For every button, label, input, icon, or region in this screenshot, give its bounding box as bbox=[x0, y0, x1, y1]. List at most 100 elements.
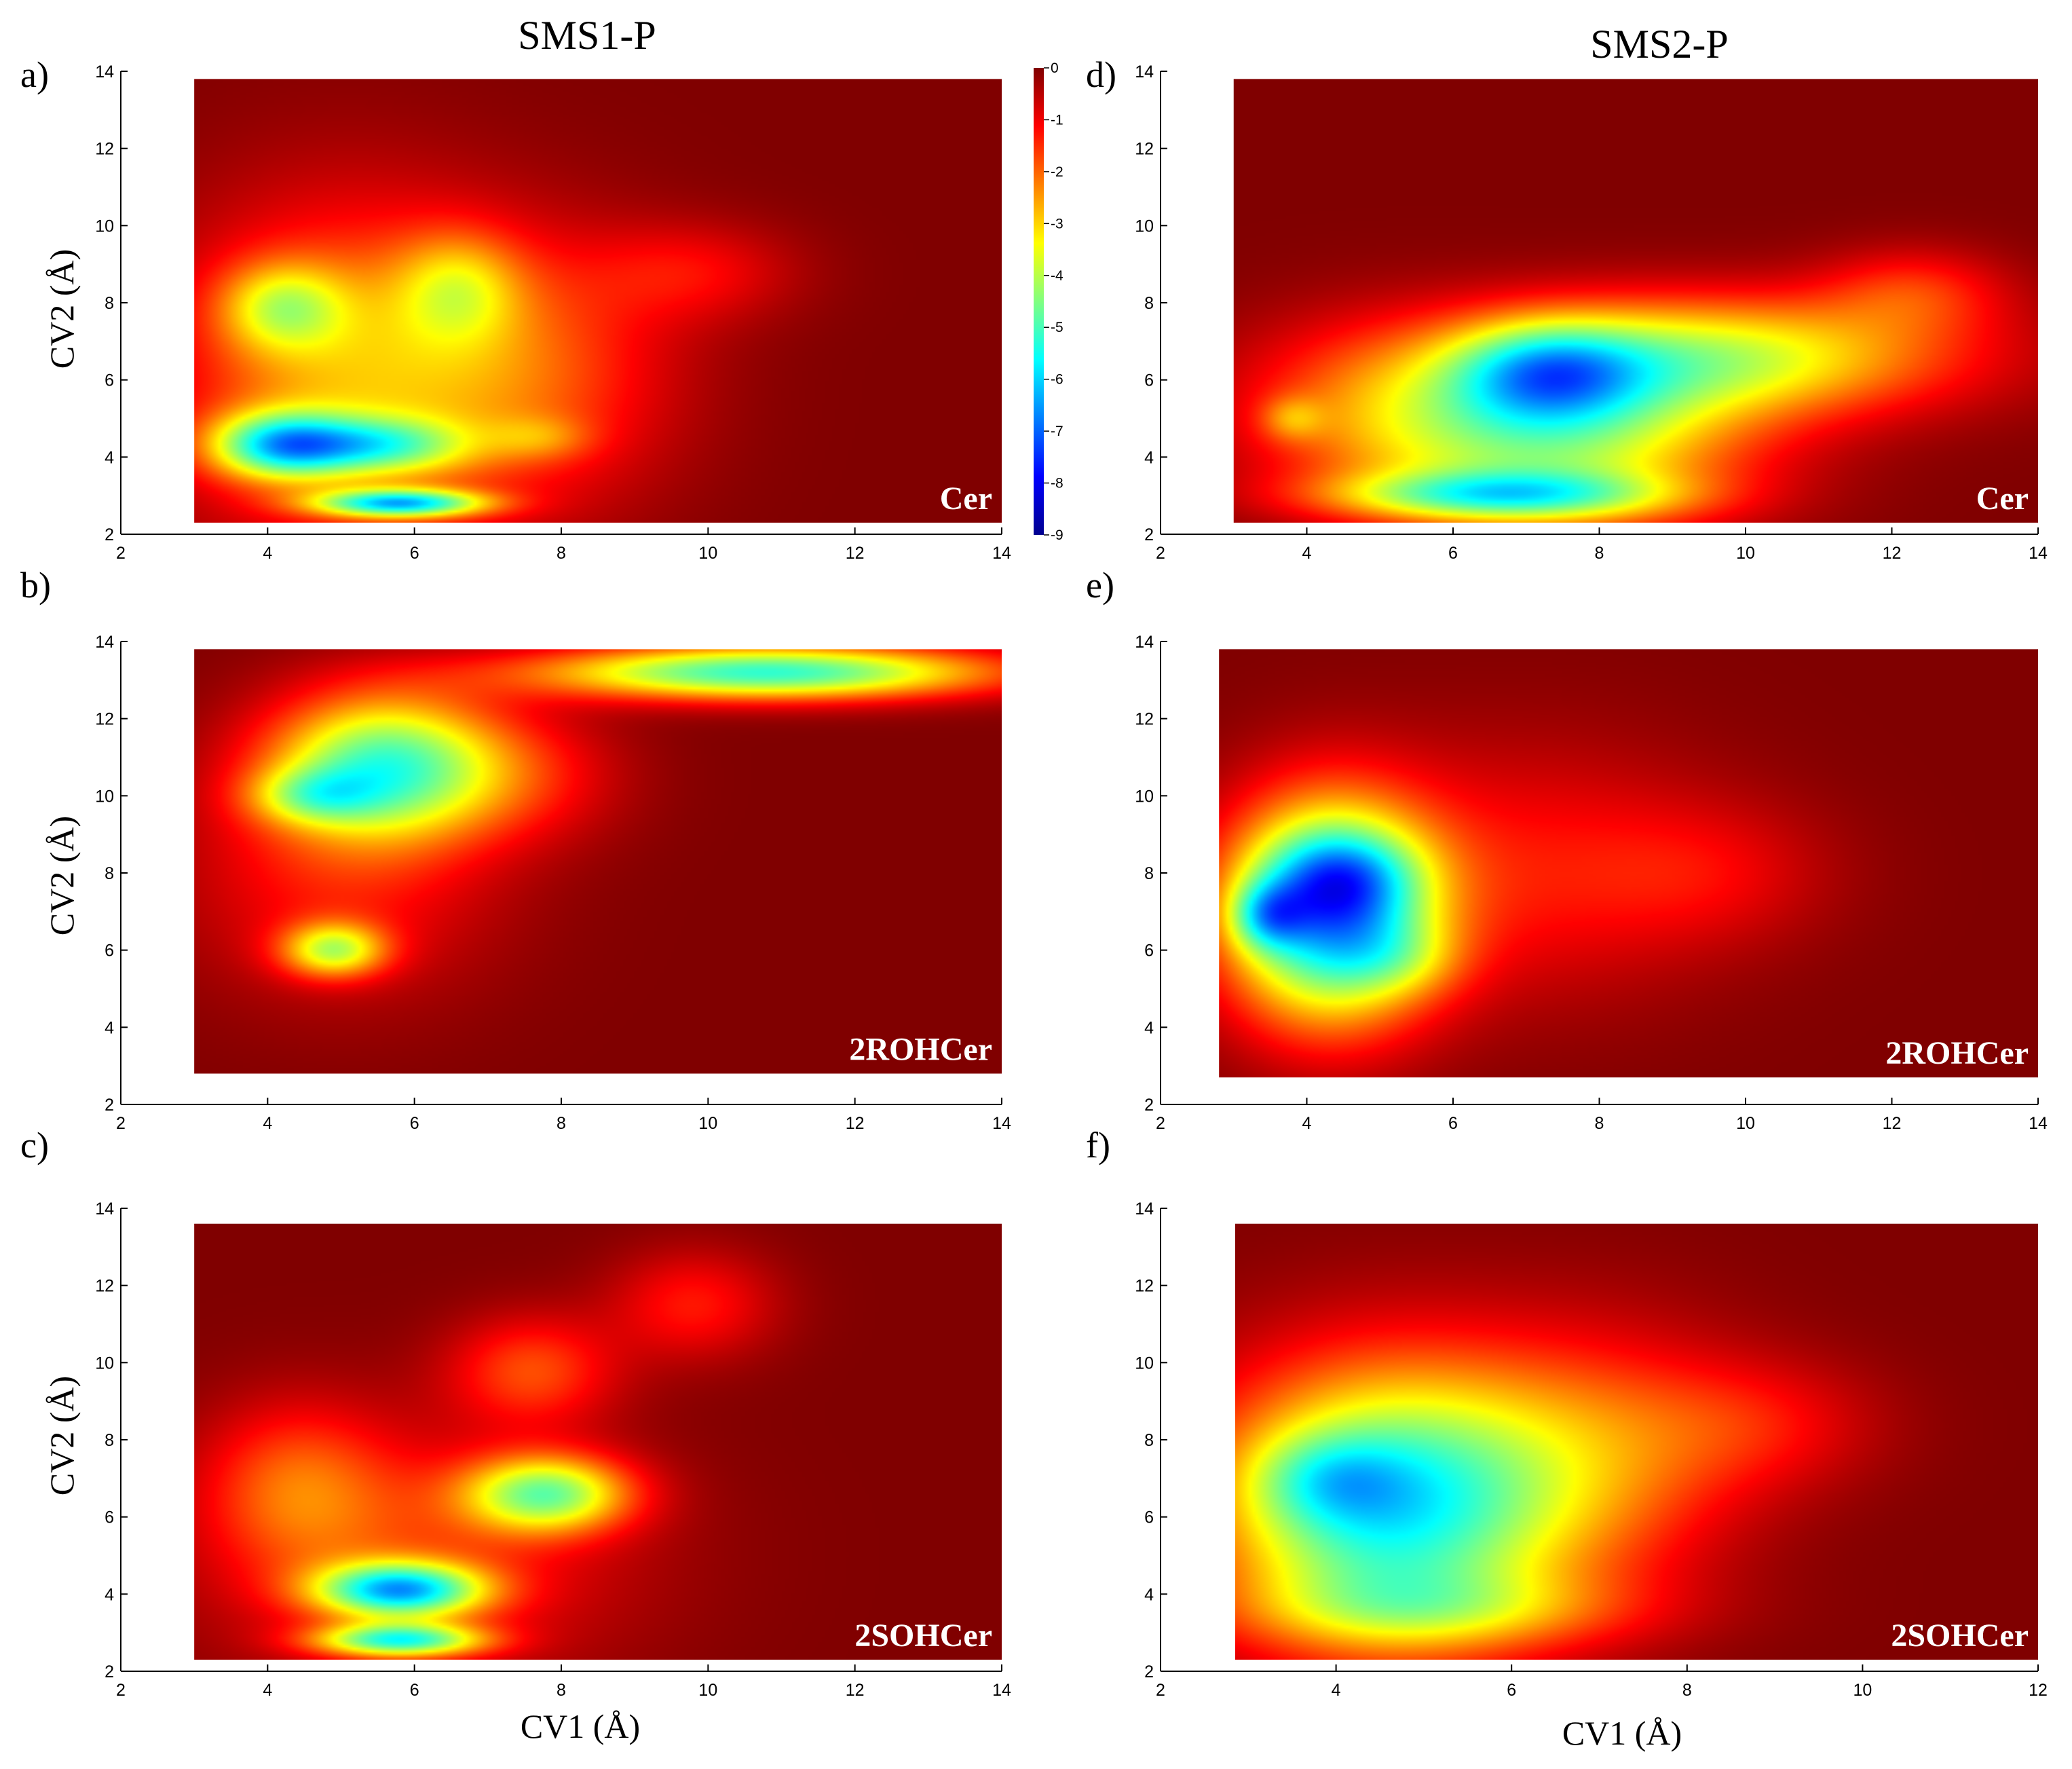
y-tick-label: 14 bbox=[95, 62, 114, 81]
y-tick-label: 14 bbox=[1135, 1199, 1154, 1218]
y-tick-label: 10 bbox=[1135, 1354, 1154, 1373]
heatmap-image bbox=[194, 79, 1002, 523]
x-tick-label: 2 bbox=[1156, 1114, 1165, 1133]
x-tick-label: 10 bbox=[698, 1681, 717, 1700]
colorbar-gradient bbox=[1034, 68, 1044, 535]
x-tick-label: 4 bbox=[1302, 1114, 1312, 1133]
y-tick-label: 6 bbox=[1144, 942, 1154, 961]
y-tick-label: 6 bbox=[1144, 1508, 1154, 1527]
x-tick-label: 6 bbox=[1448, 544, 1458, 563]
molecule-label: 2SOHCer bbox=[1891, 1618, 2029, 1654]
x-tick-label: 14 bbox=[992, 1114, 1011, 1133]
y-tick-label: 4 bbox=[105, 448, 114, 467]
x-tick-label: 10 bbox=[698, 1114, 717, 1133]
colorbar-tick-label: -2 bbox=[1051, 164, 1063, 180]
colorbar: 0 -1 -2 -3 -4 -5 -6 -7 -8 -9 bbox=[1034, 60, 1063, 543]
panel-letter: e) bbox=[1086, 565, 1114, 606]
colorbar-tick-label: -1 bbox=[1051, 112, 1063, 128]
heatmap-image bbox=[194, 1223, 1002, 1660]
molecule-label: 2SOHCer bbox=[854, 1618, 992, 1654]
panel-letter: d) bbox=[1086, 54, 1116, 95]
y-tick-label: 6 bbox=[105, 1508, 114, 1527]
panel-letter: c) bbox=[20, 1125, 49, 1166]
x-tick-label: 8 bbox=[557, 1681, 566, 1700]
x-tick-label: 14 bbox=[992, 544, 1011, 563]
x-tick-label: 14 bbox=[992, 1681, 1011, 1700]
y-tick-label: 4 bbox=[105, 1018, 114, 1037]
panel-e: 2 4 6 8 10 12 14 2 4 6 8 10 12 14 e) 2ROHCer bbox=[1086, 565, 2048, 1133]
y-tick-label: 12 bbox=[95, 710, 114, 729]
colorbar-tick-label: -6 bbox=[1051, 372, 1063, 388]
y-tick-label: 4 bbox=[105, 1585, 114, 1604]
heatmap-panels: 2 4 6 8 10 12 14 2 4 6 8 10 12 14 a) Cer CV2 (Å) 2 4 6 8 10 12… bbox=[20, 54, 2048, 1752]
heatmap-image bbox=[1235, 1223, 2038, 1660]
y-tick-label: 4 bbox=[1144, 1018, 1154, 1037]
y-tick-label: 8 bbox=[1144, 294, 1154, 313]
x-tick-label: 2 bbox=[1156, 544, 1165, 563]
x-tick-label: 10 bbox=[698, 544, 717, 563]
y-tick-label: 6 bbox=[105, 942, 114, 961]
y-tick-label: 12 bbox=[1135, 140, 1154, 159]
y-tick-label: 12 bbox=[95, 140, 114, 159]
panel-c: 2 4 6 8 10 12 14 2 4 6 8 10 12 14 c) 2SOHCer CV2 (Å) CV1 … bbox=[20, 1125, 1011, 1745]
y-tick-label: 2 bbox=[1144, 525, 1154, 544]
x-tick-label: 8 bbox=[557, 1114, 566, 1133]
x-tick-label: 4 bbox=[1332, 1681, 1341, 1700]
molecule-label: Cer bbox=[940, 481, 992, 517]
y-tick-label: 2 bbox=[1144, 1096, 1154, 1115]
y-tick-label: 14 bbox=[1135, 62, 1154, 81]
y-tick-label: 8 bbox=[105, 864, 114, 883]
heatmap-image bbox=[194, 649, 1002, 1074]
panel-letter: b) bbox=[20, 565, 51, 606]
y-tick-label: 2 bbox=[105, 1662, 114, 1681]
y-tick-label: 10 bbox=[1135, 217, 1154, 236]
molecule-label: Cer bbox=[1976, 481, 2029, 517]
x-tick-label: 12 bbox=[846, 544, 865, 563]
x-tick-label: 6 bbox=[410, 1681, 419, 1700]
colorbar-tick-label: 0 bbox=[1051, 60, 1059, 76]
column-title-sms1: SMS1-P bbox=[518, 13, 656, 58]
x-tick-label: 8 bbox=[1682, 1681, 1692, 1700]
x-tick-label: 2 bbox=[116, 1681, 126, 1700]
x-tick-label: 4 bbox=[263, 1114, 272, 1133]
y-tick-label: 6 bbox=[105, 371, 114, 390]
x-tick-label: 4 bbox=[1302, 544, 1312, 563]
colorbar-tick-label: -3 bbox=[1051, 216, 1063, 231]
y-axis-title: CV2 (Å) bbox=[43, 249, 81, 369]
y-tick-label: 4 bbox=[1144, 1585, 1154, 1604]
x-tick-label: 12 bbox=[1883, 1114, 1902, 1133]
x-axis-title: CV1 (Å) bbox=[521, 1707, 640, 1745]
x-tick-label: 2 bbox=[116, 1114, 126, 1133]
y-tick-label: 14 bbox=[95, 633, 114, 652]
y-tick-label: 12 bbox=[1135, 1277, 1154, 1296]
colorbar-tick-label: -4 bbox=[1051, 268, 1063, 284]
x-tick-label: 12 bbox=[1883, 544, 1902, 563]
colorbar-tick-label: -8 bbox=[1051, 476, 1063, 491]
x-tick-label: 8 bbox=[557, 544, 566, 563]
y-tick-label: 8 bbox=[1144, 864, 1154, 883]
x-tick-label: 6 bbox=[1507, 1681, 1516, 1700]
y-tick-label: 8 bbox=[1144, 1431, 1154, 1450]
x-tick-label: 4 bbox=[263, 1681, 272, 1700]
y-tick-label: 10 bbox=[95, 1354, 114, 1373]
panel-a: 2 4 6 8 10 12 14 2 4 6 8 10 12 14 a) Cer CV2 (Å) bbox=[20, 54, 1011, 563]
y-tick-label: 8 bbox=[105, 294, 114, 313]
x-tick-label: 4 bbox=[263, 544, 272, 563]
panel-d: 2 4 6 8 10 12 14 2 4 6 8 10 12 14 d) Cer bbox=[1086, 54, 2048, 563]
y-axis-title: CV2 (Å) bbox=[43, 816, 81, 935]
x-tick-label: 10 bbox=[1736, 544, 1755, 563]
x-tick-label: 14 bbox=[2029, 544, 2048, 563]
x-tick-label: 10 bbox=[1736, 1114, 1755, 1133]
y-tick-label: 6 bbox=[1144, 371, 1154, 390]
y-tick-label: 10 bbox=[1135, 787, 1154, 806]
panel-letter: f) bbox=[1086, 1125, 1110, 1166]
x-tick-label: 14 bbox=[2029, 1114, 2048, 1133]
x-tick-label: 6 bbox=[1448, 1114, 1458, 1133]
y-tick-label: 10 bbox=[95, 787, 114, 806]
molecule-label: 2ROHCer bbox=[849, 1032, 992, 1068]
x-tick-label: 12 bbox=[846, 1681, 865, 1700]
colorbar-tick-label: -5 bbox=[1051, 320, 1063, 335]
heatmap-image bbox=[1233, 79, 2038, 523]
panel-b: 2 4 6 8 10 12 14 2 4 6 8 10 12 14 b) 2ROHCer CV2 (Å) bbox=[20, 565, 1011, 1133]
